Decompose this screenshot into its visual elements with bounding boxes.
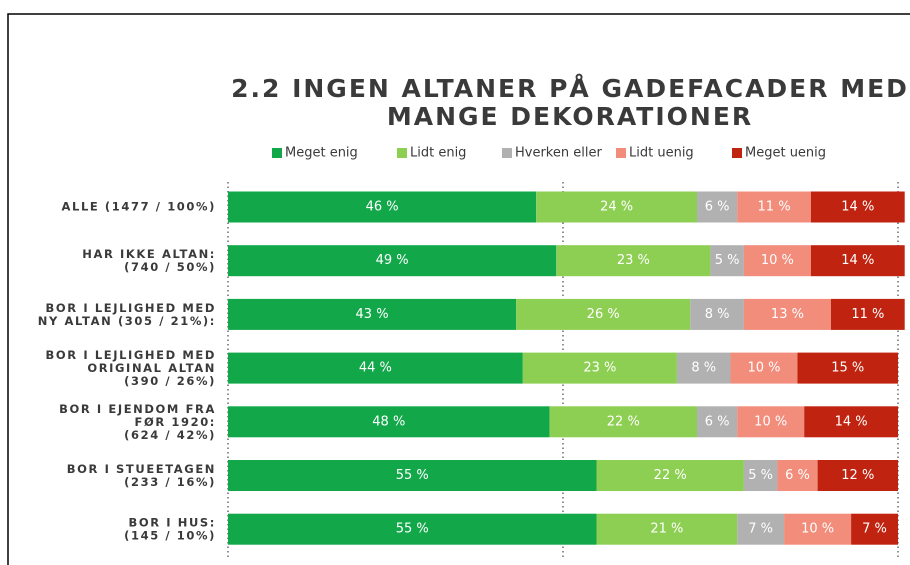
frame — [7, 13, 910, 565]
value-label: 44 % — [359, 361, 392, 376]
value-label: 43 % — [356, 307, 389, 322]
bar-segment — [549, 406, 697, 438]
value-label: 5 % — [715, 253, 740, 268]
bar-segment — [730, 352, 798, 384]
value-label: 14 % — [841, 253, 874, 268]
bar-segment — [596, 460, 744, 491]
value-label: 7 % — [862, 522, 887, 537]
bar-segment — [784, 513, 852, 545]
legend-label: Lidt enig — [410, 146, 466, 161]
value-label: 26 % — [587, 307, 620, 322]
value-label: 21 % — [650, 522, 683, 537]
value-label: 7 % — [748, 522, 773, 537]
category-label: BOR I LEJLIGHED MED ORIGINAL ALTAN (390 / … — [46, 348, 216, 388]
value-label: 10 % — [754, 414, 787, 429]
bar-segment — [743, 460, 778, 491]
value-label: 14 % — [835, 414, 868, 429]
bar-segment — [228, 406, 550, 438]
category-label: BOR I HUS: (145 / 10%) — [124, 515, 216, 542]
bar-segment — [737, 191, 811, 223]
value-label: 23 % — [583, 361, 616, 376]
bar-segment — [522, 352, 677, 384]
value-label: 6 % — [785, 468, 810, 483]
value-label: 55 % — [396, 468, 429, 483]
legend-label: Hverken eller — [515, 146, 602, 161]
bar-segment — [697, 191, 738, 223]
bar-segment — [817, 460, 898, 491]
legend-swatch — [732, 148, 742, 158]
bar-segment — [228, 460, 597, 491]
bar-segment — [676, 352, 731, 384]
category-label: HAR IKKE ALTAN: (740 / 50%) — [82, 247, 216, 274]
bar-segment — [596, 513, 738, 545]
value-label: 10 % — [761, 253, 794, 268]
bar-segment — [228, 245, 557, 277]
value-label: 11 % — [851, 307, 884, 322]
value-label: 46 % — [366, 200, 399, 215]
bar-segment — [228, 513, 597, 545]
value-label: 22 % — [607, 414, 640, 429]
value-label: 6 % — [705, 200, 730, 215]
bar-segment — [831, 298, 905, 330]
category-label: BOR I EJENDOM FRA FØR 1920: (624 / 42%) — [59, 401, 216, 441]
bar-segment — [851, 513, 898, 545]
value-label: 55 % — [396, 522, 429, 537]
value-label: 10 % — [801, 522, 834, 537]
value-label: 22 % — [654, 468, 687, 483]
bar-segment — [777, 460, 818, 491]
category-label: BOR I LEJLIGHED MED NY ALTAN (305 / 21%): — [38, 300, 216, 327]
value-label: 48 % — [372, 414, 405, 429]
value-label: 14 % — [841, 200, 874, 215]
legend-label: Lidt uenig — [629, 146, 694, 161]
chart-title: 2.2 INGEN ALTANER PÅ GADEFACADER MED MANG… — [231, 74, 909, 131]
bar-segment — [743, 245, 811, 277]
bar-segment — [743, 298, 831, 330]
bar-segment — [697, 406, 738, 438]
value-label: 5 % — [748, 468, 773, 483]
bar-segment — [810, 245, 905, 277]
bar-segment — [690, 298, 744, 330]
value-label: 15 % — [831, 361, 864, 376]
legend-label: Meget enig — [285, 146, 358, 161]
legend-swatch — [616, 148, 626, 158]
value-label: 8 % — [705, 307, 730, 322]
bar-segment — [810, 191, 905, 223]
value-label: 8 % — [691, 361, 716, 376]
category-label: BOR I STUEETAGEN (233 / 16%) — [67, 462, 216, 489]
bar-segment — [710, 245, 744, 277]
legend-label: Meget uenig — [745, 146, 826, 161]
legend-swatch — [397, 148, 407, 158]
value-label: 12 % — [841, 468, 874, 483]
value-label: 49 % — [376, 253, 409, 268]
bar-segment — [556, 245, 711, 277]
bar-segment — [228, 191, 537, 223]
bar-segment — [797, 352, 898, 384]
value-label: 13 % — [771, 307, 804, 322]
bar-segment — [516, 298, 691, 330]
bar-segment — [737, 513, 785, 545]
category-label: ALLE (1477 / 100%) — [62, 200, 216, 214]
bar-segment — [804, 406, 898, 438]
bar-segment — [536, 191, 697, 223]
bar-segment — [228, 298, 517, 330]
bar-segment — [737, 406, 805, 438]
legend-swatch — [502, 148, 512, 158]
legend-swatch — [272, 148, 282, 158]
value-label: 23 % — [617, 253, 650, 268]
value-label: 11 % — [758, 200, 791, 215]
value-label: 24 % — [600, 200, 633, 215]
value-label: 6 % — [705, 414, 730, 429]
value-label: 10 % — [747, 361, 780, 376]
bar-segment — [228, 352, 523, 384]
